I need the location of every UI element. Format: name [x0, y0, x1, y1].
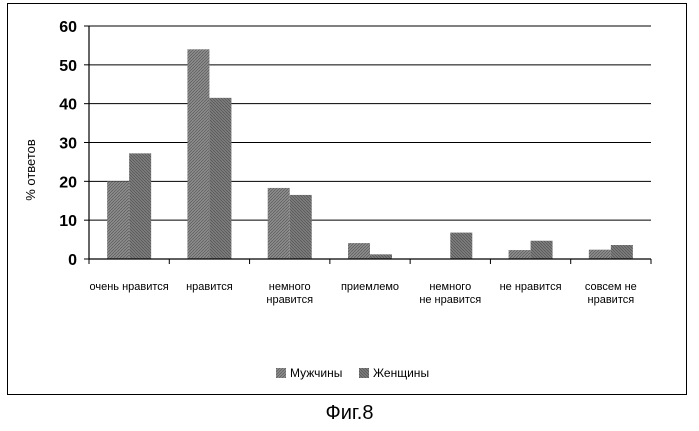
bar-women — [370, 254, 392, 259]
x-category-label: не нравится — [419, 294, 481, 306]
x-category-label: не нравится — [500, 281, 562, 293]
x-category-label: нравится — [588, 294, 635, 306]
bar-women — [450, 233, 472, 259]
x-category-label: нравится — [266, 294, 313, 306]
bar-men — [509, 250, 531, 259]
y-tick-label: 30 — [59, 136, 77, 153]
bar-men — [589, 250, 611, 259]
x-category-label: приемлемо — [341, 281, 399, 293]
y-tick-label: 10 — [59, 213, 77, 230]
bar-women — [290, 195, 312, 259]
legend-swatch — [359, 368, 369, 378]
bar-chart: 0102030405060очень нравитсянравитсянемно… — [0, 0, 699, 400]
bar-women — [611, 245, 633, 259]
y-tick-label: 0 — [68, 252, 77, 269]
figure-caption: Фиг.8 — [0, 402, 699, 425]
legend-label: Мужчины — [290, 366, 342, 380]
legend-label: Женщины — [373, 366, 429, 380]
legend-swatch — [276, 368, 286, 378]
bar-men — [268, 188, 290, 259]
x-category-label: нравится — [186, 281, 233, 293]
bar-men — [187, 49, 209, 259]
bar-men — [348, 243, 370, 259]
x-category-label: совсем не — [585, 281, 637, 293]
bar-women — [531, 241, 553, 259]
x-category-label: очень нравится — [90, 281, 169, 293]
x-category-label: немного — [269, 281, 311, 293]
x-category-label: немного — [429, 281, 471, 293]
bar-women — [209, 98, 231, 259]
bar-women — [129, 153, 151, 259]
y-tick-label: 20 — [59, 174, 77, 191]
bar-men — [107, 181, 129, 259]
y-tick-label: 50 — [59, 58, 77, 75]
y-axis-title: % ответов — [23, 139, 38, 201]
y-tick-label: 40 — [59, 97, 77, 114]
y-tick-label: 60 — [59, 19, 77, 36]
